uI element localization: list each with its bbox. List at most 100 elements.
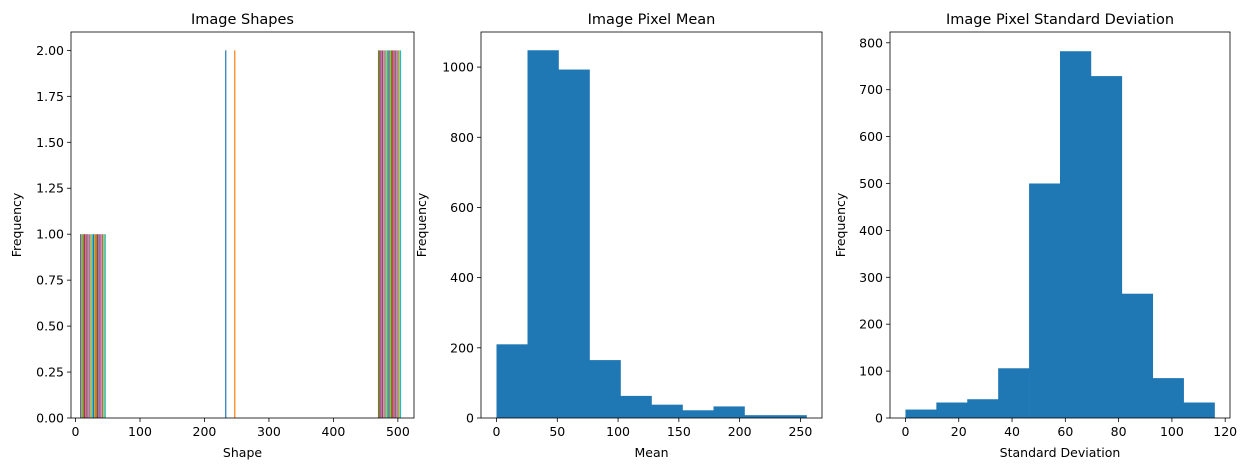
bar xyxy=(379,50,381,418)
bar xyxy=(395,50,398,418)
chart-image-pixel-mean: 0 50 100 150 200 250 0 200 400 600 800 1000 Image P… xyxy=(414,12,823,460)
bar xyxy=(384,50,386,418)
bar xyxy=(225,50,227,418)
bars-group-3 xyxy=(905,51,1215,418)
y-axis-label-2: Frequency xyxy=(414,192,429,257)
x-tick-label: 400 xyxy=(321,424,345,439)
y-axis-label-3: Frequency xyxy=(833,192,848,257)
y-tick-label: 800 xyxy=(450,130,474,145)
y-tick-label: 1000 xyxy=(442,60,474,75)
x-tick-label: 200 xyxy=(193,424,217,439)
histogram-bar xyxy=(651,404,683,418)
y-tick-label: 1.50 xyxy=(36,135,64,150)
plot-area-1 xyxy=(71,32,414,418)
y-tick-label: 1.00 xyxy=(36,227,64,242)
x-tick-label: 300 xyxy=(257,424,281,439)
bar xyxy=(398,50,400,418)
ticks-group-1: 0 100 200 300 400 500 0.00 0.25 0.50 0.75 1.00 1.25… xyxy=(36,43,410,439)
y-tick-label: 600 xyxy=(450,200,474,215)
x-axis-label-1: Shape xyxy=(223,445,262,460)
bar xyxy=(81,234,83,418)
chart-image-pixel-std: 0 20 40 60 80 100 120 0 100 200 300 400 500 600 700 800… xyxy=(833,12,1237,460)
bar xyxy=(399,50,402,418)
bar xyxy=(98,234,100,418)
chart-title-2: Image Pixel Mean xyxy=(588,12,716,28)
histogram-bar xyxy=(1152,378,1184,418)
y-tick-label: 2.00 xyxy=(36,43,64,58)
bars-group-2 xyxy=(496,50,807,419)
x-tick-label: 0 xyxy=(901,424,909,439)
y-axis-label-1: Frequency xyxy=(9,192,24,257)
bar xyxy=(83,234,86,418)
y-tick-label: 400 xyxy=(859,223,883,238)
bar xyxy=(234,50,236,418)
bar xyxy=(94,234,96,418)
bar xyxy=(390,50,393,418)
y-tick-label: 200 xyxy=(859,317,883,332)
histogram-bar xyxy=(1090,76,1123,418)
x-tick-label: 80 xyxy=(1111,424,1127,439)
x-tick-label: 0 xyxy=(72,424,80,439)
x-axis-label-2: Mean xyxy=(634,445,668,460)
histogram-bar xyxy=(905,409,937,418)
y-tick-label: 0.25 xyxy=(36,365,64,380)
bar xyxy=(86,234,88,418)
histogram-bar xyxy=(527,50,559,418)
x-tick-label: 200 xyxy=(728,424,752,439)
bar xyxy=(85,234,87,418)
histogram-bar xyxy=(775,415,807,418)
bars-group-1 xyxy=(80,50,402,418)
x-tick-label: 0 xyxy=(493,424,501,439)
y-tick-label: 600 xyxy=(859,129,883,144)
bar xyxy=(96,234,99,418)
y-tick-label: 500 xyxy=(859,176,883,191)
x-tick-label: 120 xyxy=(1213,424,1237,439)
bar xyxy=(99,234,101,418)
y-tick-label: 200 xyxy=(450,340,474,355)
histogram-bar xyxy=(589,360,621,418)
x-axis-label-3: Standard Deviation xyxy=(1000,445,1121,460)
histogram-bar xyxy=(682,410,714,418)
histogram-bar xyxy=(1060,51,1092,418)
bar xyxy=(104,234,106,418)
chart-title-3: Image Pixel Standard Deviation xyxy=(946,12,1174,28)
histogram-bar xyxy=(744,415,776,418)
y-tick-label: 700 xyxy=(859,82,883,97)
bar xyxy=(90,234,92,418)
ticks-group-3: 0 20 40 60 80 100 120 0 100 200 300 400 500 600 700 800 xyxy=(859,35,1237,439)
y-tick-label: 0 xyxy=(466,411,474,426)
x-tick-label: 150 xyxy=(667,424,691,439)
bar xyxy=(101,234,104,418)
bar xyxy=(103,234,105,418)
bar xyxy=(82,234,84,418)
histogram-bar xyxy=(1183,402,1215,418)
histogram-bar xyxy=(496,344,528,418)
chart-title-1: Image Shapes xyxy=(191,12,294,28)
ticks-group-2: 0 50 100 150 200 250 0 200 400 600 800 1000 xyxy=(442,60,812,439)
x-tick-label: 20 xyxy=(951,424,967,439)
bar xyxy=(381,50,384,418)
histogram-bar xyxy=(1029,183,1061,418)
histogram-bar xyxy=(1121,293,1154,418)
histogram-bar xyxy=(713,406,745,418)
bar xyxy=(388,50,390,418)
bar xyxy=(89,234,91,418)
x-tick-label: 100 xyxy=(1160,424,1184,439)
bar xyxy=(92,234,95,418)
y-tick-label: 800 xyxy=(859,35,883,50)
bar xyxy=(380,50,382,418)
histogram-bar xyxy=(558,69,590,419)
bar xyxy=(394,50,396,418)
x-tick-label: 100 xyxy=(606,424,630,439)
axes-frame-1 xyxy=(70,31,415,419)
histogram-bar xyxy=(620,395,652,418)
chart-image-shapes: 0 100 200 300 400 500 0.00 0.25 0.50 0.75 1.00 1.25… xyxy=(9,12,415,460)
y-tick-label: 1.25 xyxy=(36,181,64,196)
bar xyxy=(393,50,395,418)
y-tick-label: 0.00 xyxy=(36,411,64,426)
y-tick-label: 1.75 xyxy=(36,89,64,104)
x-tick-label: 500 xyxy=(386,424,410,439)
bar xyxy=(386,50,389,418)
y-tick-label: 300 xyxy=(859,270,883,285)
y-tick-label: 0.75 xyxy=(36,273,64,288)
